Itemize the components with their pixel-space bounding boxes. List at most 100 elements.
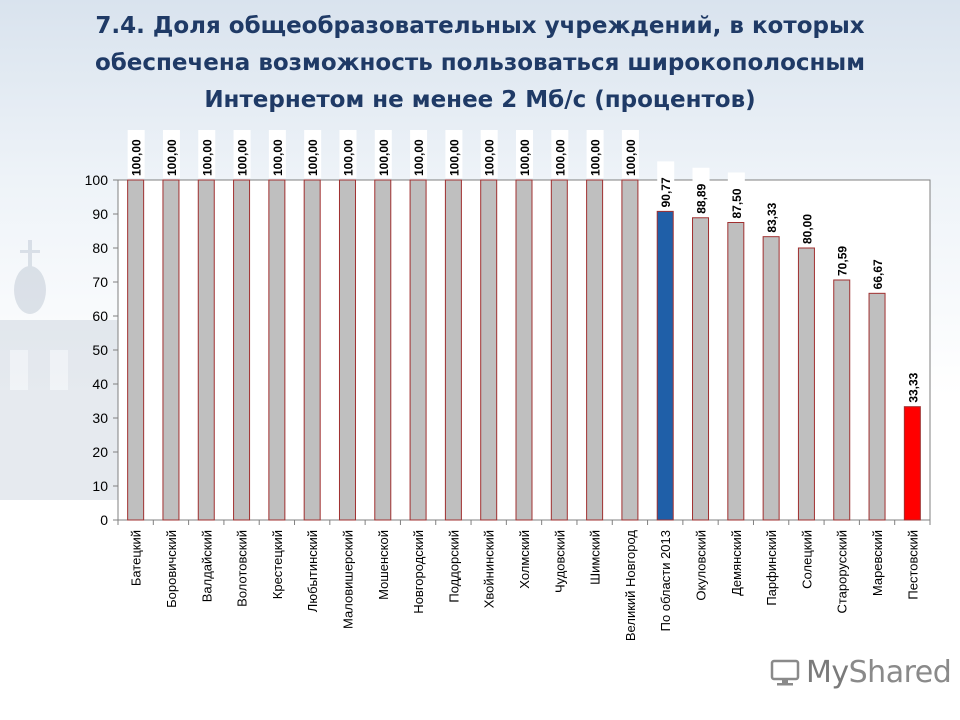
x-tick-label: Поддорский: [446, 530, 461, 603]
value-label-box: [410, 130, 428, 178]
y-tick-label: 100: [85, 172, 109, 188]
bar: [409, 179, 427, 521]
bar: [656, 210, 674, 521]
page-title: 7.4. Доля общеобразовательных учреждений…: [94, 13, 866, 113]
bar: [868, 292, 886, 521]
x-tick-label: Хвойнинский: [482, 530, 497, 608]
x-tick-label: Мошенской: [376, 530, 391, 600]
value-label-text: 100,00: [553, 139, 567, 176]
x-tick-label: По области 2013: [658, 530, 673, 631]
value-label: 100,00: [551, 130, 569, 178]
value-label: 83,33: [763, 186, 781, 235]
bar: [268, 179, 286, 521]
y-tick-label: 0: [100, 512, 108, 528]
x-tick-label: Боровичский: [164, 530, 179, 608]
bar: [515, 179, 533, 521]
value-label-box: [127, 130, 145, 178]
value-label: 70,59: [833, 229, 851, 278]
bar: [338, 179, 356, 521]
value-label-text: 100,00: [377, 139, 391, 176]
value-label: 100,00: [445, 130, 463, 178]
x-tick-label: Валдайский: [199, 530, 214, 602]
logo-text-my: My: [806, 654, 849, 690]
x-tick-label: Парфинский: [764, 530, 779, 606]
value-label-text: 83,33: [765, 202, 779, 232]
value-label-box: [268, 130, 286, 178]
y-tick-label: 50: [92, 342, 108, 358]
value-label-box: [445, 130, 463, 178]
bar: [727, 222, 745, 521]
y-tick-label: 90: [92, 206, 108, 222]
bar: [762, 236, 780, 521]
bar: [127, 179, 145, 521]
value-labels: 100,00 100,00 100,00 100,00 100,00 100,00 100,…: [127, 130, 922, 405]
value-label-text: 100,00: [236, 139, 250, 176]
value-label: 100,00: [621, 130, 639, 178]
value-label: 100,00: [268, 130, 286, 178]
x-tick-label: Волотовский: [235, 530, 250, 607]
value-label-text: 100,00: [412, 139, 426, 176]
value-label-box: [692, 167, 710, 216]
value-label-text: 100,00: [165, 139, 179, 176]
value-label-box: [763, 186, 781, 235]
value-label-text: 88,89: [695, 183, 709, 213]
y-tick-label: 40: [92, 376, 108, 392]
value-label-box: [551, 130, 569, 178]
bar: [692, 217, 710, 521]
value-label: 33,33: [904, 356, 922, 405]
value-label-box: [833, 229, 851, 278]
x-axis-labels: Батецкий Боровичский Валдайский Волотовский…: [129, 530, 921, 642]
value-label-text: 100,00: [200, 139, 214, 176]
y-tick-label: 30: [92, 410, 108, 426]
x-tick-label: Холмский: [517, 530, 532, 589]
bar: [480, 179, 498, 521]
monitor-icon: [770, 659, 800, 686]
value-label: 100,00: [233, 130, 251, 178]
bar: [374, 179, 392, 521]
bar: [797, 247, 815, 521]
value-label-text: 100,00: [624, 139, 638, 176]
y-tick-label: 80: [92, 240, 108, 256]
value-label-text: 33,33: [906, 372, 920, 402]
value-label-box: [621, 130, 639, 178]
value-label-box: [198, 130, 216, 178]
bar: [162, 179, 180, 521]
value-label-text: 100,00: [341, 139, 355, 176]
x-tick-label: Маловишерский: [340, 530, 355, 629]
value-label-text: 100,00: [483, 139, 497, 176]
value-label-box: [798, 198, 816, 246]
value-label-box: [904, 356, 922, 405]
bar: [550, 179, 568, 521]
bar: [444, 179, 462, 521]
myshared-logo: MyShared: [770, 652, 952, 692]
x-tick-label: Батецкий: [129, 530, 144, 586]
value-label-text: 100,00: [589, 139, 603, 176]
background-church-decoration: [0, 240, 130, 500]
value-label-box: [233, 130, 251, 178]
y-tick-label: 70: [92, 274, 108, 290]
value-label-box: [162, 130, 180, 178]
x-tick-label: Пестовский: [905, 530, 920, 600]
value-label-box: [339, 130, 357, 178]
value-label: 90,77: [657, 161, 675, 210]
y-tick-label: 10: [92, 478, 108, 494]
x-tick-label: Шимский: [588, 530, 603, 585]
value-label-box: [304, 130, 322, 178]
value-label: 100,00: [410, 130, 428, 178]
bar: [197, 179, 215, 521]
value-label: 100,00: [586, 130, 604, 178]
value-label: 100,00: [516, 130, 533, 178]
bar: [303, 179, 321, 521]
bar: [621, 179, 639, 521]
x-tick-label: Старорусский: [835, 530, 850, 614]
value-label-text: 100,00: [306, 139, 320, 176]
value-label-box: [516, 130, 533, 178]
x-tick-label: Новгородский: [411, 530, 426, 614]
value-label-text: 70,59: [836, 246, 850, 276]
value-label: 87,50: [727, 172, 745, 221]
value-label-text: 80,00: [800, 214, 814, 244]
value-label: 100,00: [162, 130, 180, 178]
value-label-box: [727, 172, 745, 221]
value-label: 100,00: [374, 130, 392, 178]
bar: [233, 179, 251, 521]
